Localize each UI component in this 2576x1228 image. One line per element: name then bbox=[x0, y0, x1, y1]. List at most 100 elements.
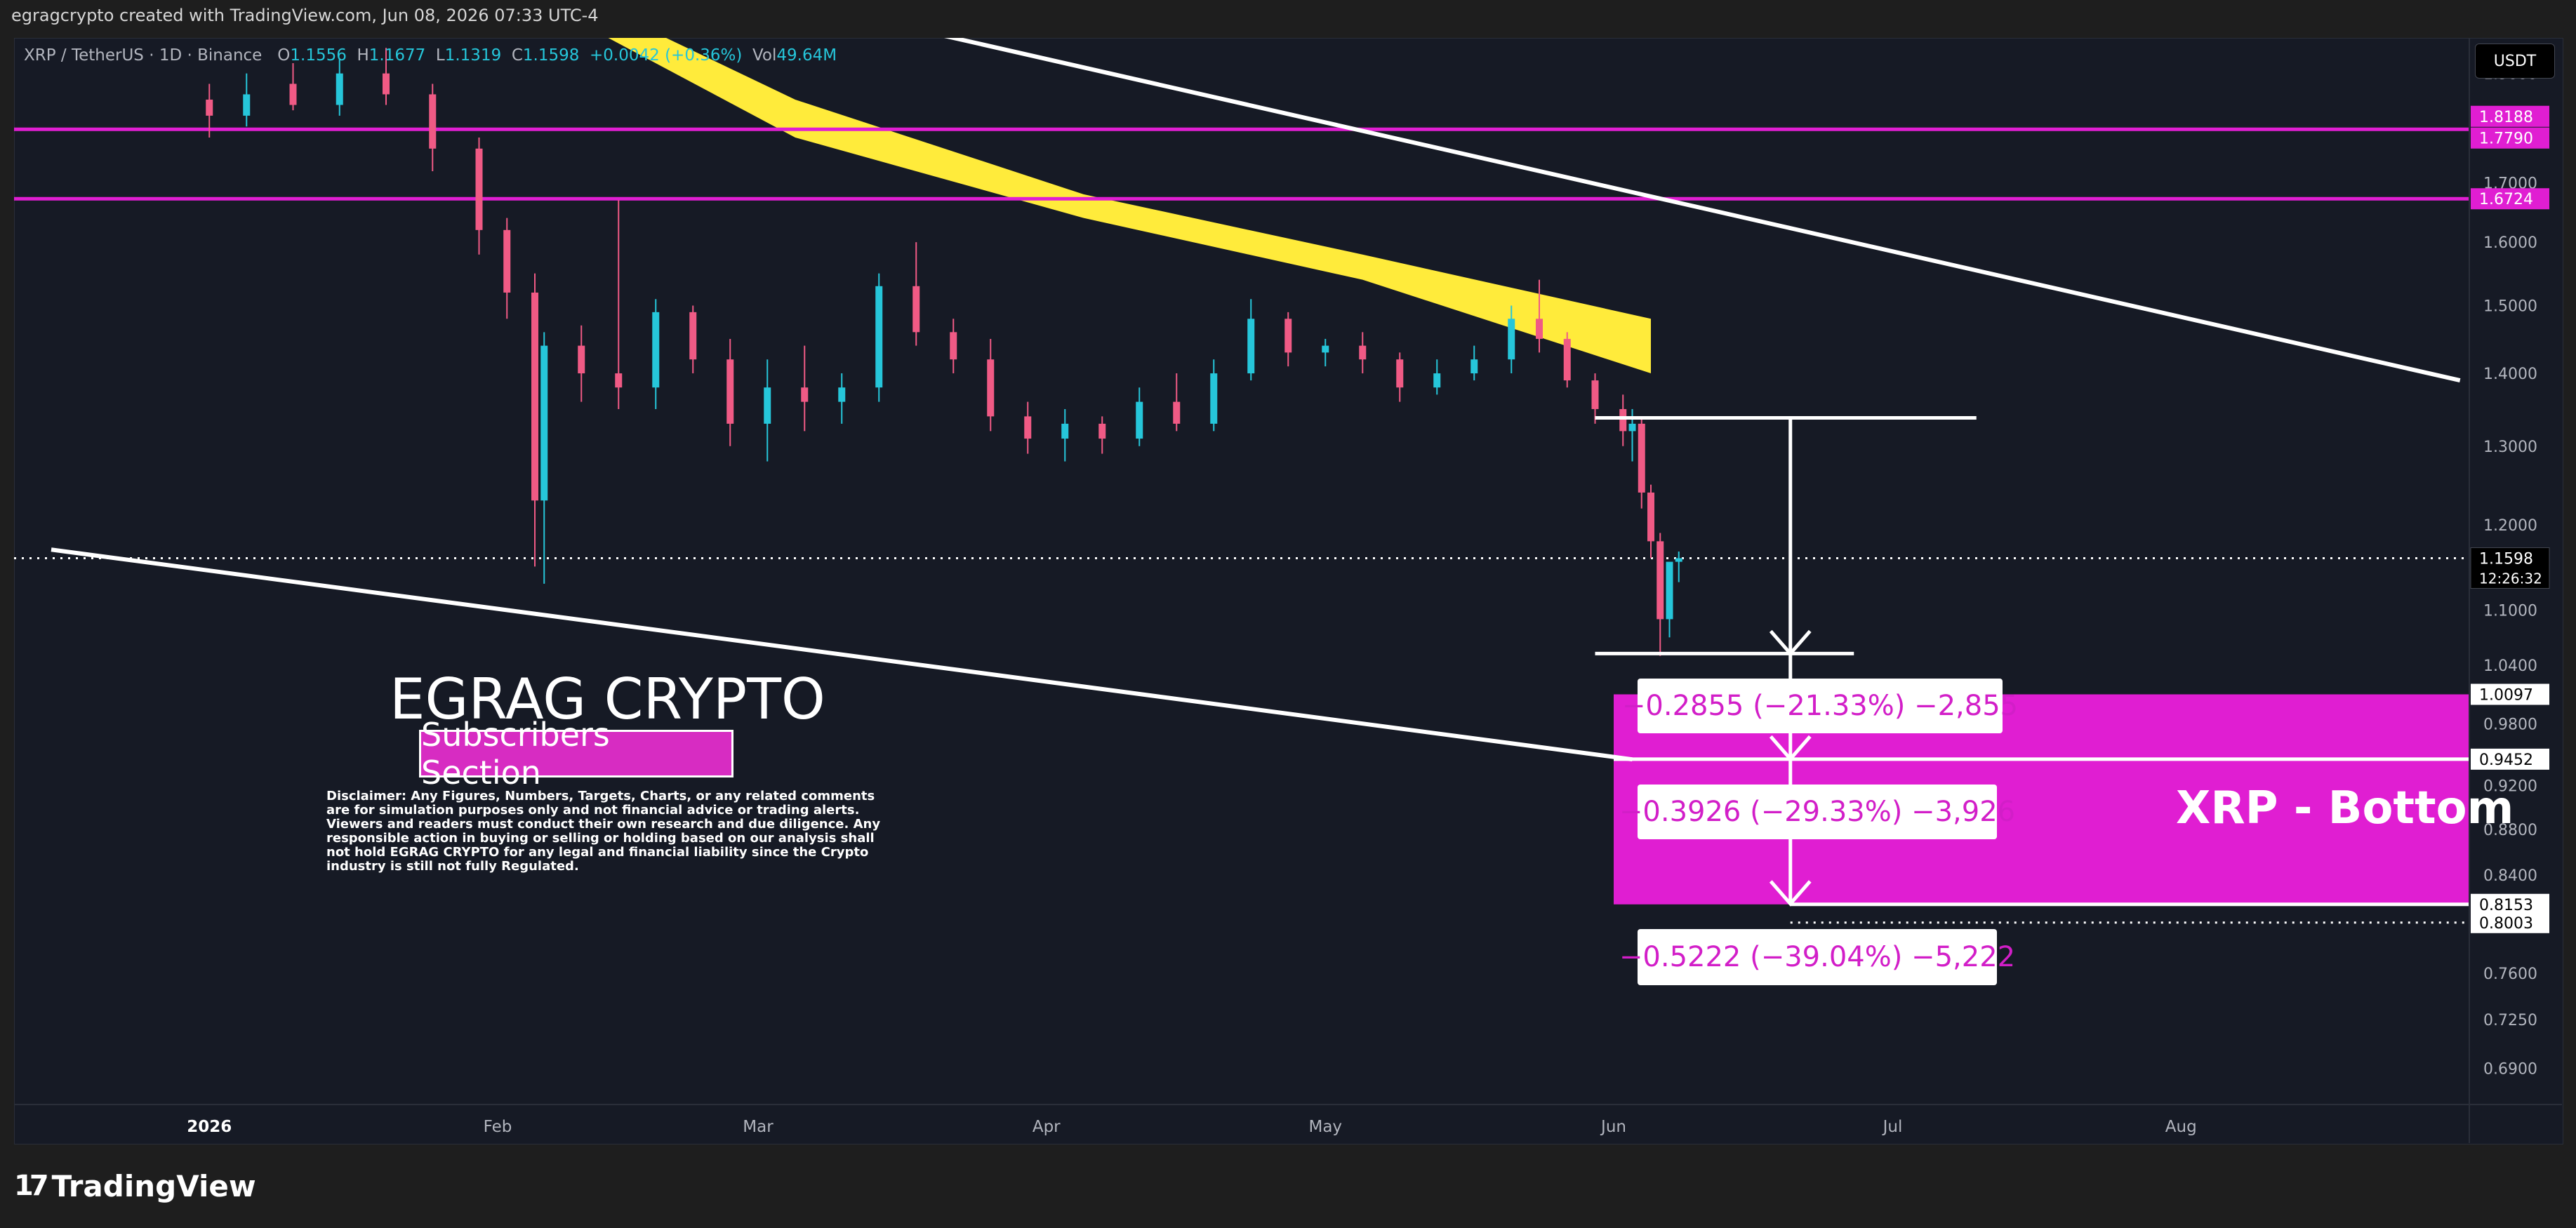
tradingview-brand: TradingView bbox=[51, 1168, 256, 1203]
price-label-box bbox=[2471, 127, 2549, 149]
candle-body bbox=[764, 387, 771, 424]
candle-body bbox=[1666, 561, 1673, 620]
arrow-down-icon bbox=[1769, 880, 1812, 907]
candle-body bbox=[1433, 373, 1441, 388]
candle-body bbox=[1136, 401, 1143, 439]
candle-body bbox=[1536, 319, 1543, 339]
yellow-ma-band bbox=[608, 38, 1651, 374]
price-chart[interactable]: 1.90001.70001.60001.50001.40001.30001.20… bbox=[14, 38, 2562, 1143]
arrow-down-icon bbox=[1769, 735, 1812, 762]
target-label-1: −0.2855 (−21.33%) −2,855 bbox=[1622, 679, 2018, 733]
y-tick-label: 0.8800 bbox=[2483, 822, 2537, 839]
candle-body bbox=[1210, 373, 1218, 424]
candle-body bbox=[336, 73, 343, 105]
x-tick-label: Jul bbox=[1882, 1118, 1903, 1136]
horizontal-levels bbox=[14, 127, 2469, 924]
symbol-label[interactable]: XRP / TetherUS · 1D · Binance bbox=[24, 46, 263, 65]
candle-body bbox=[1284, 319, 1292, 353]
price-label-text: 1.1598 bbox=[2479, 551, 2533, 568]
candle-body bbox=[1563, 338, 1571, 381]
candle-body bbox=[383, 73, 390, 95]
x-axis: 2026 Feb Mar Apr May Jun Jul Aug bbox=[14, 1104, 2562, 1136]
y-tick-label: 0.7250 bbox=[2483, 1012, 2537, 1029]
candle-body bbox=[1173, 401, 1181, 424]
subscribers-badge: Subscribers Section bbox=[419, 716, 733, 792]
candle-body bbox=[615, 373, 623, 388]
countdown-text: 12:26:32 bbox=[2479, 570, 2542, 587]
yellow-band bbox=[608, 38, 1651, 374]
y-tick-label: 1.1000 bbox=[2483, 603, 2537, 620]
candle-body bbox=[801, 387, 809, 402]
y-tick-label: 1.2000 bbox=[2483, 517, 2537, 535]
candle-body bbox=[1638, 423, 1645, 493]
candle-body bbox=[1470, 359, 1478, 374]
candle-body bbox=[689, 312, 697, 360]
disclaimer-text: Disclaimer: Any Figures, Numbers, Target… bbox=[326, 789, 881, 874]
candle-body bbox=[1098, 423, 1106, 439]
volume-label: Vol bbox=[752, 46, 777, 65]
currency-button[interactable]: USDT bbox=[2475, 44, 2555, 79]
close-label: C bbox=[511, 46, 523, 65]
x-tick-label: Feb bbox=[484, 1118, 512, 1136]
trendline bbox=[943, 38, 2461, 383]
x-tick-label: Aug bbox=[2165, 1118, 2197, 1136]
tradingview-logo[interactable]: 17 TradingView bbox=[14, 1166, 256, 1206]
price-label-text: 1.6724 bbox=[2479, 191, 2533, 208]
candle-body bbox=[503, 229, 511, 293]
x-tick-label: May bbox=[1308, 1118, 1342, 1136]
candle-body bbox=[1508, 319, 1515, 360]
high-value: 1.1677 bbox=[369, 46, 426, 65]
y-tick-label: 0.6900 bbox=[2483, 1060, 2537, 1078]
close-value: 1.1598 bbox=[522, 46, 580, 65]
price-label-text: 1.7790 bbox=[2479, 131, 2533, 148]
candle-body bbox=[1591, 380, 1599, 409]
y-tick-label: 1.0400 bbox=[2483, 658, 2537, 675]
watermark-title: EGRAG CRYPTO bbox=[390, 667, 825, 732]
price-label-text: 0.8003 bbox=[2479, 915, 2533, 933]
x-tick-label: 2026 bbox=[187, 1118, 232, 1136]
x-tick-label: Jun bbox=[1600, 1118, 1626, 1136]
y-tick-label: 1.3000 bbox=[2483, 439, 2537, 456]
volume-value: 49.64M bbox=[776, 46, 837, 65]
price-label-text: 1.8188 bbox=[2479, 109, 2533, 126]
candles bbox=[206, 48, 1682, 656]
price-label-box bbox=[2470, 547, 2550, 589]
price-label-box bbox=[2471, 912, 2549, 933]
y-tick-label: 1.4000 bbox=[2483, 366, 2537, 383]
trendline bbox=[51, 547, 1633, 762]
y-tick-label: 0.9200 bbox=[2483, 778, 2537, 796]
candle-body bbox=[1647, 492, 1654, 542]
price-label-box bbox=[2471, 188, 2549, 210]
low-value: 1.1319 bbox=[444, 46, 502, 65]
candle-body bbox=[1619, 408, 1627, 432]
price-label-box bbox=[2471, 893, 2549, 915]
trendlines bbox=[51, 38, 2461, 762]
candle-body bbox=[875, 286, 883, 388]
x-tick-label: Apr bbox=[1033, 1118, 1061, 1136]
y-tick-label: 0.9800 bbox=[2483, 716, 2537, 733]
candle-body bbox=[289, 84, 297, 105]
y-axis: 1.90001.70001.60001.50001.40001.30001.20… bbox=[2469, 38, 2550, 1143]
candle-body bbox=[1657, 541, 1664, 620]
candle-body bbox=[950, 332, 957, 360]
candle-body bbox=[1322, 345, 1329, 353]
chart-attribution: egragcrypto created with TradingView.com… bbox=[11, 6, 599, 25]
chart-frame bbox=[14, 38, 2563, 1144]
candle-body bbox=[912, 286, 920, 333]
candle-body bbox=[206, 99, 213, 116]
candle-body bbox=[652, 312, 660, 388]
candle-body bbox=[1247, 319, 1255, 374]
tradingview-mark-icon: 17 bbox=[14, 1170, 49, 1202]
high-label: H bbox=[357, 46, 369, 65]
low-label: L bbox=[435, 46, 445, 65]
candle-body bbox=[838, 387, 846, 402]
candle-body bbox=[1061, 423, 1069, 439]
candle-body bbox=[726, 359, 734, 424]
target-label-3: −0.5222 (−39.04%) −5,222 bbox=[1619, 929, 2015, 985]
y-tick-label: 0.8400 bbox=[2483, 867, 2537, 885]
arrow-down-icon bbox=[1769, 629, 1812, 657]
candle-body bbox=[540, 345, 548, 501]
open-value: 1.1556 bbox=[290, 46, 347, 65]
candle-body bbox=[1396, 359, 1404, 388]
x-tick-label: Mar bbox=[743, 1118, 774, 1136]
